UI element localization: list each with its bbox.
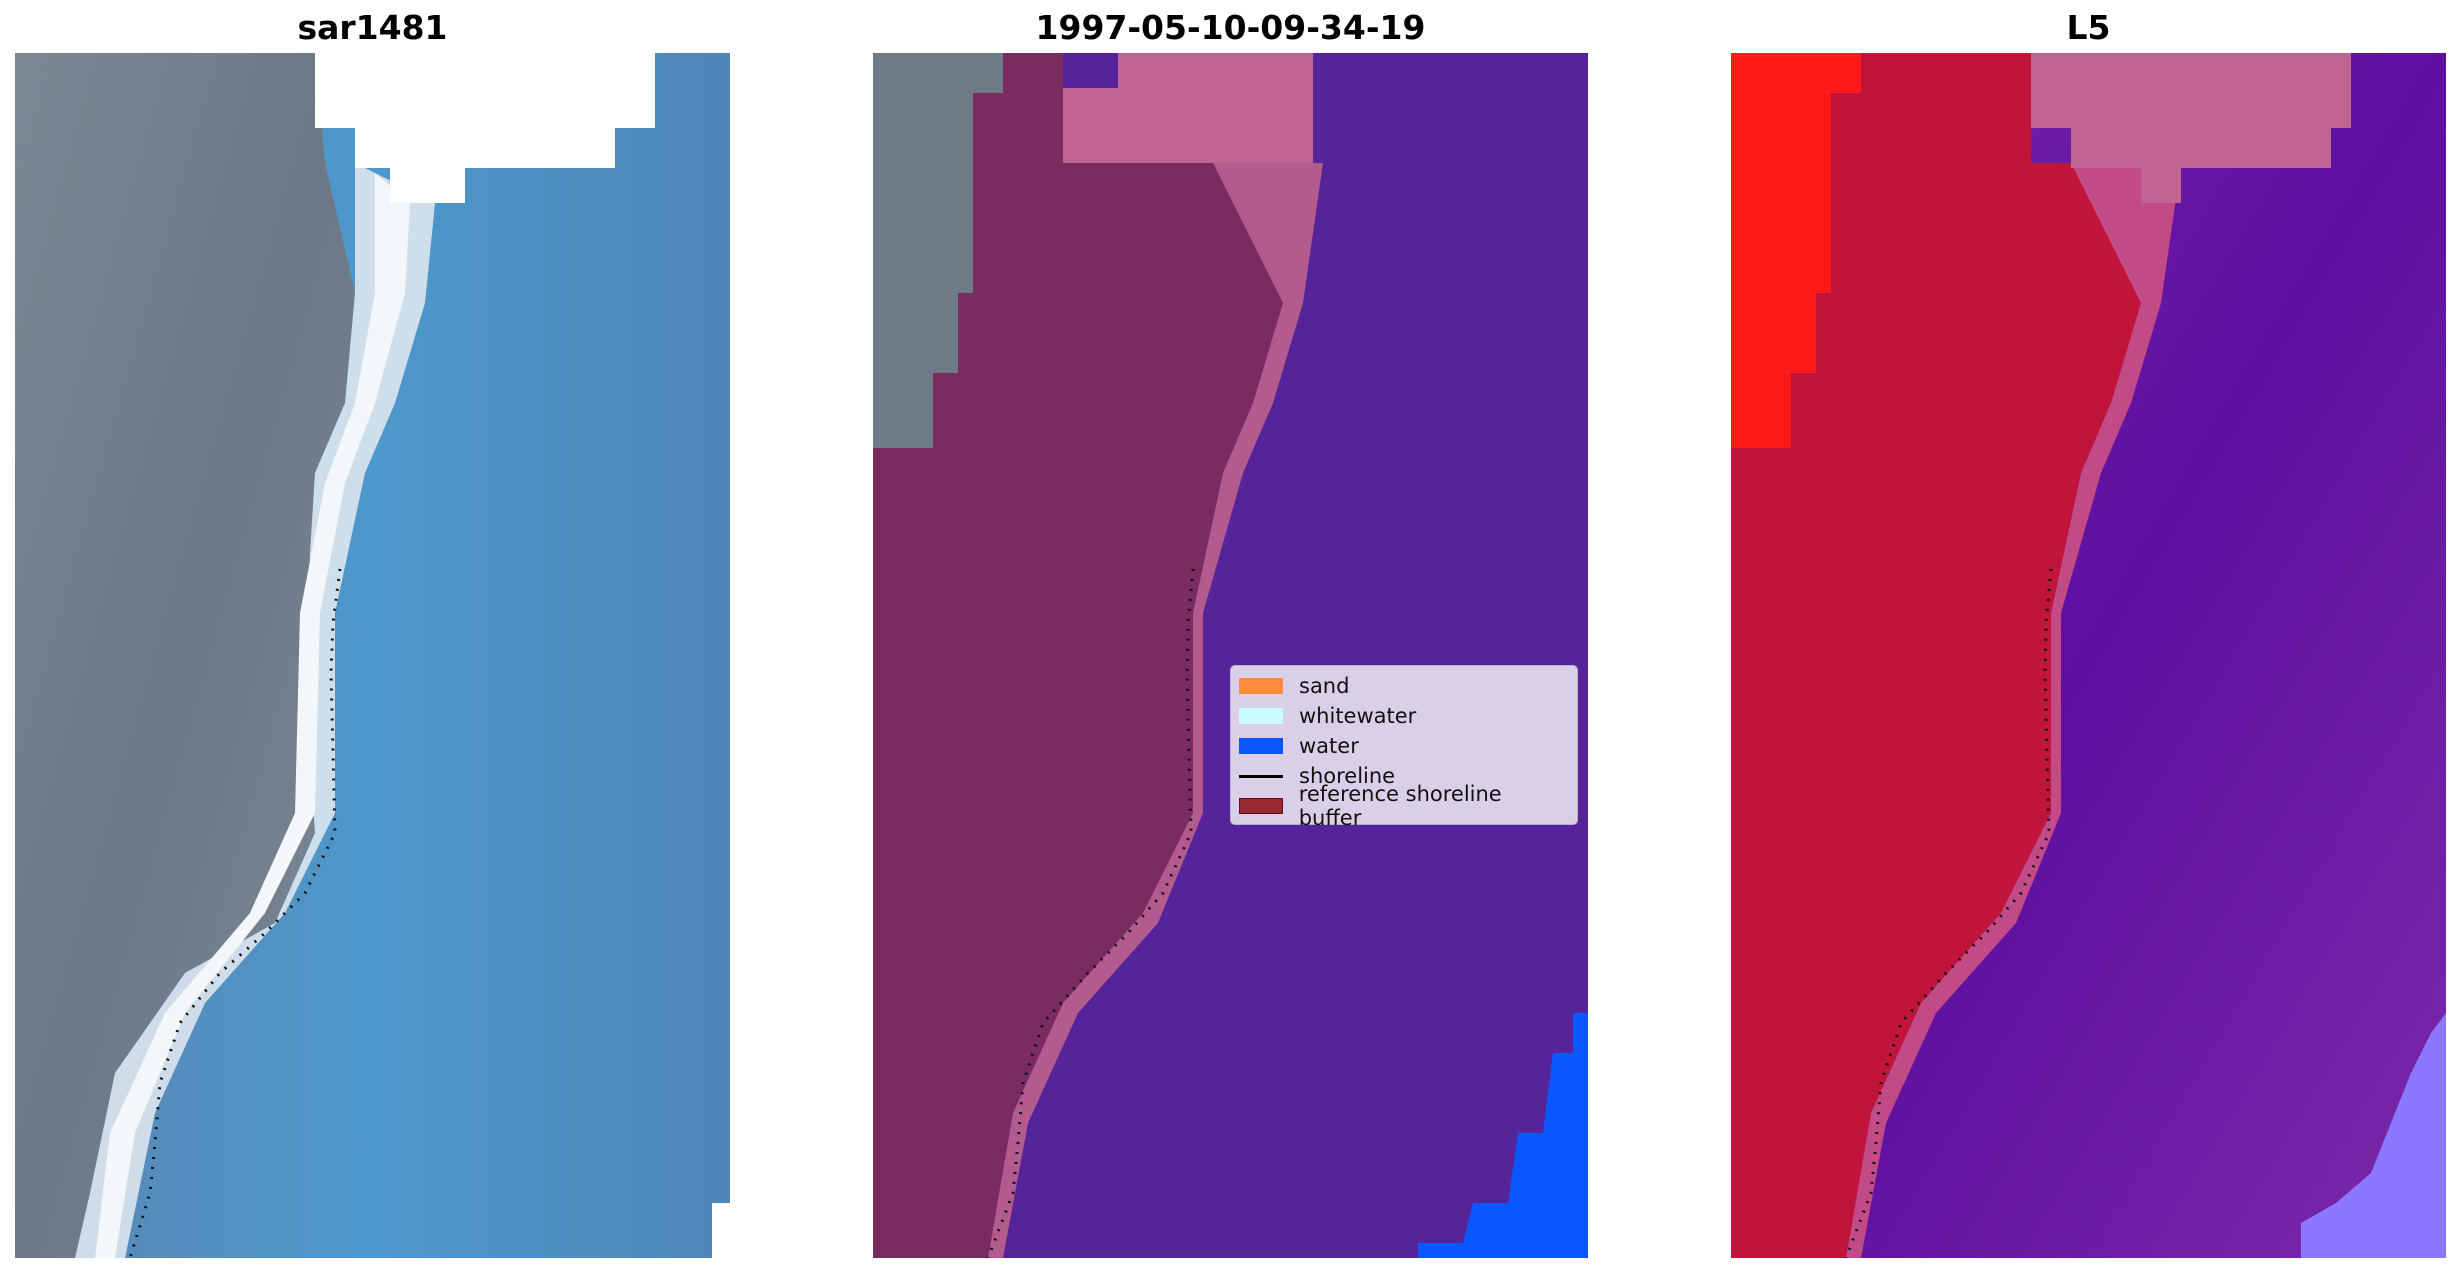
water-class-area: [1418, 1013, 1588, 1258]
whitewater-swatch: [1239, 708, 1283, 724]
nodata-corner: [712, 1203, 730, 1258]
legend-item-sand: sand: [1239, 671, 1569, 701]
legend-label: reference shoreline buffer: [1298, 782, 1502, 830]
shoreline: [1844, 568, 2053, 1258]
water-patch-top: [1063, 53, 1118, 88]
shoreline: [986, 568, 1195, 1258]
legend-item-shoreline: shoreline: [1239, 761, 1569, 791]
nodata-area-tip: [2141, 168, 2181, 203]
nodata-area-lower: [2071, 128, 2331, 168]
legend-label: shoreline: [1299, 764, 1396, 788]
shoreline-swatch: [1239, 774, 1283, 778]
transition-band: [1846, 163, 2181, 1258]
low-index-area: [2301, 1013, 2446, 1258]
index-image-panel: [1731, 53, 2446, 1258]
index-image: [1731, 53, 2446, 1258]
legend-item-water: water: [1239, 731, 1569, 761]
legend-label: water: [1299, 734, 1359, 758]
land-area: [15, 53, 355, 1258]
panel-title-classified: 1997-05-10-09-34-19: [1035, 8, 1426, 47]
unbuffered-land: [873, 53, 1003, 448]
water-swatch: [1239, 738, 1283, 754]
legend: sand whitewater water shoreline referenc…: [1230, 665, 1578, 830]
whitewater-core: [95, 173, 410, 1258]
classified-image: [873, 53, 1588, 1258]
high-index-area: [1731, 53, 1861, 448]
classified-image-panel: [873, 53, 1588, 1258]
buffer-edge-light: [988, 163, 1323, 1258]
nodata-area: [315, 53, 655, 203]
panel-title-index: L5: [2066, 8, 2111, 47]
reference-buffer-area: [873, 53, 1293, 1258]
rgb-image: [15, 53, 730, 1258]
legend-item-reference-buffer: reference shoreline buffer: [1239, 782, 1569, 830]
reference-buffer-swatch: [1239, 798, 1283, 814]
rgb-image-panel: [15, 53, 730, 1258]
sand-swatch: [1239, 678, 1283, 694]
legend-label: sand: [1299, 674, 1350, 698]
legend-item-whitewater: whitewater: [1239, 701, 1569, 731]
legend-label: whitewater: [1299, 704, 1417, 728]
land-index-area: [1731, 53, 2151, 1258]
nodata-area: [2031, 53, 2351, 128]
panel-title-rgb: sar1481: [297, 8, 448, 47]
